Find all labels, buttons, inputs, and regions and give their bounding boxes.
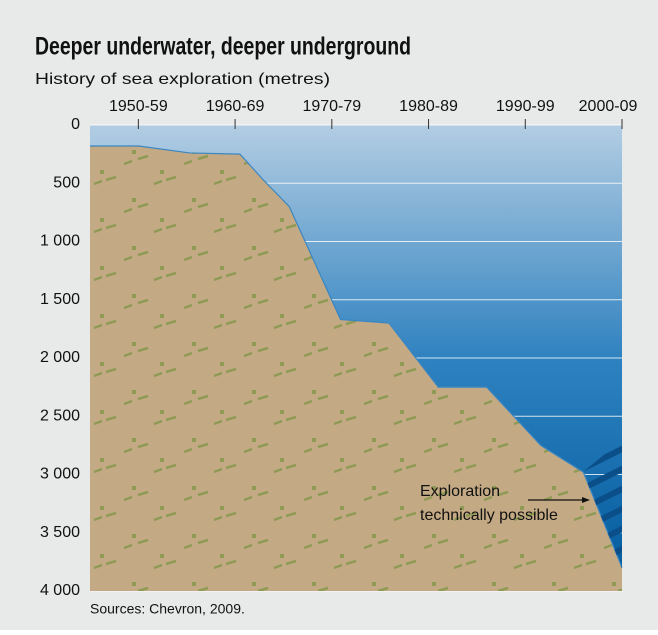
seabed-area (90, 145, 622, 591)
annotation: technically possible (420, 507, 558, 524)
y-tick-label: 3 000 (40, 466, 80, 483)
x-tick-label: 1950-59 (109, 98, 168, 115)
y-tick-label: 2 000 (40, 349, 80, 366)
y-tick-label: 3 500 (40, 524, 80, 541)
y-tick-label: 1 000 (40, 233, 80, 250)
annotation: Exploration (420, 483, 500, 500)
areas (90, 145, 623, 591)
seabed-line (90, 145, 623, 568)
x-tick-label: 1970-79 (302, 98, 361, 115)
arrow-head (582, 497, 590, 503)
x-tick-label: 2000-09 (579, 98, 638, 115)
x-tick-label: 1960-69 (206, 98, 265, 115)
chart-subtitle: History of sea exploration (metres) (35, 71, 330, 88)
y-tick-label: 4 000 (40, 582, 80, 599)
y-tick-label: 500 (53, 174, 80, 191)
x-tick-label: 1980-89 (399, 98, 458, 115)
y-tick-label: 2 500 (40, 407, 80, 424)
y-tick-label: 0 (71, 116, 80, 133)
x-tick-label: 1990-99 (496, 98, 555, 115)
source: Sources: Chevron, 2009. (90, 601, 245, 617)
y-tick-label: 1 500 (40, 291, 80, 308)
chart-title: Deeper underwater, deeper underground (35, 33, 411, 61)
